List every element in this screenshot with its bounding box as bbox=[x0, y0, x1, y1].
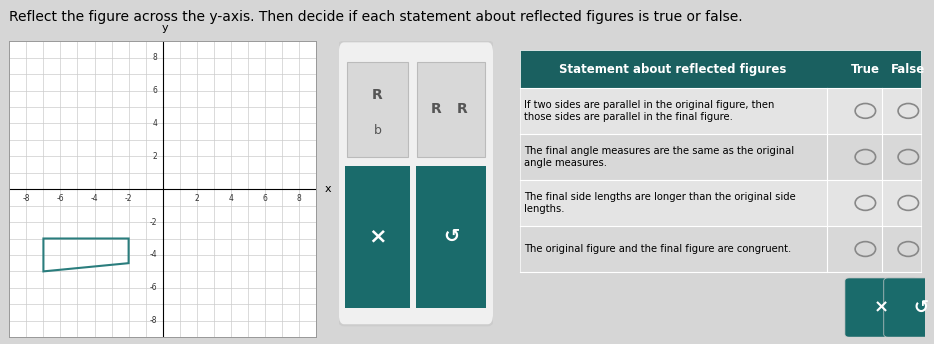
Text: 6: 6 bbox=[262, 194, 267, 203]
Text: 8: 8 bbox=[297, 194, 302, 203]
FancyBboxPatch shape bbox=[520, 88, 921, 134]
Text: b: b bbox=[374, 123, 381, 137]
FancyBboxPatch shape bbox=[845, 278, 918, 337]
Text: -4: -4 bbox=[150, 250, 158, 259]
Text: The original figure and the final figure are congruent.: The original figure and the final figure… bbox=[524, 244, 791, 254]
Text: R: R bbox=[372, 87, 383, 101]
Text: -6: -6 bbox=[57, 194, 64, 203]
Text: Reflect the figure across the y-axis. Then decide if each statement about reflec: Reflect the figure across the y-axis. Th… bbox=[9, 10, 743, 24]
Text: -2: -2 bbox=[150, 217, 158, 227]
FancyBboxPatch shape bbox=[520, 50, 921, 88]
Text: R: R bbox=[431, 102, 441, 116]
Text: 8: 8 bbox=[153, 53, 158, 62]
Text: -4: -4 bbox=[91, 194, 98, 203]
Text: 2: 2 bbox=[194, 194, 199, 203]
Text: 2: 2 bbox=[153, 152, 158, 161]
FancyBboxPatch shape bbox=[346, 165, 410, 308]
Text: -8: -8 bbox=[150, 316, 158, 325]
Text: -6: -6 bbox=[150, 283, 158, 292]
Text: ×: × bbox=[368, 227, 387, 247]
Text: False: False bbox=[891, 63, 926, 76]
Text: The final angle measures are the same as the original
angle measures.: The final angle measures are the same as… bbox=[524, 146, 794, 168]
FancyBboxPatch shape bbox=[520, 134, 921, 180]
Text: ↺: ↺ bbox=[443, 227, 460, 246]
Text: ×: × bbox=[874, 299, 889, 316]
FancyBboxPatch shape bbox=[347, 62, 408, 157]
Text: y: y bbox=[162, 23, 168, 33]
Text: x: x bbox=[324, 184, 332, 194]
Text: R: R bbox=[457, 102, 467, 116]
Text: True: True bbox=[851, 63, 880, 76]
Text: Statement about reflected figures: Statement about reflected figures bbox=[559, 63, 786, 76]
Text: 4: 4 bbox=[229, 194, 234, 203]
Text: 4: 4 bbox=[152, 119, 158, 128]
Text: -2: -2 bbox=[125, 194, 133, 203]
Text: The final side lengths are longer than the original side
lengths.: The final side lengths are longer than t… bbox=[524, 192, 796, 214]
FancyBboxPatch shape bbox=[338, 41, 494, 325]
Text: If two sides are parallel in the original figure, then
those sides are parallel : If two sides are parallel in the origina… bbox=[524, 100, 774, 122]
FancyBboxPatch shape bbox=[884, 278, 934, 337]
Text: -8: -8 bbox=[22, 194, 30, 203]
Text: 6: 6 bbox=[152, 86, 158, 95]
FancyBboxPatch shape bbox=[417, 62, 485, 157]
FancyBboxPatch shape bbox=[520, 226, 921, 272]
Text: ↺: ↺ bbox=[913, 299, 928, 316]
FancyBboxPatch shape bbox=[416, 165, 487, 308]
FancyBboxPatch shape bbox=[520, 180, 921, 226]
